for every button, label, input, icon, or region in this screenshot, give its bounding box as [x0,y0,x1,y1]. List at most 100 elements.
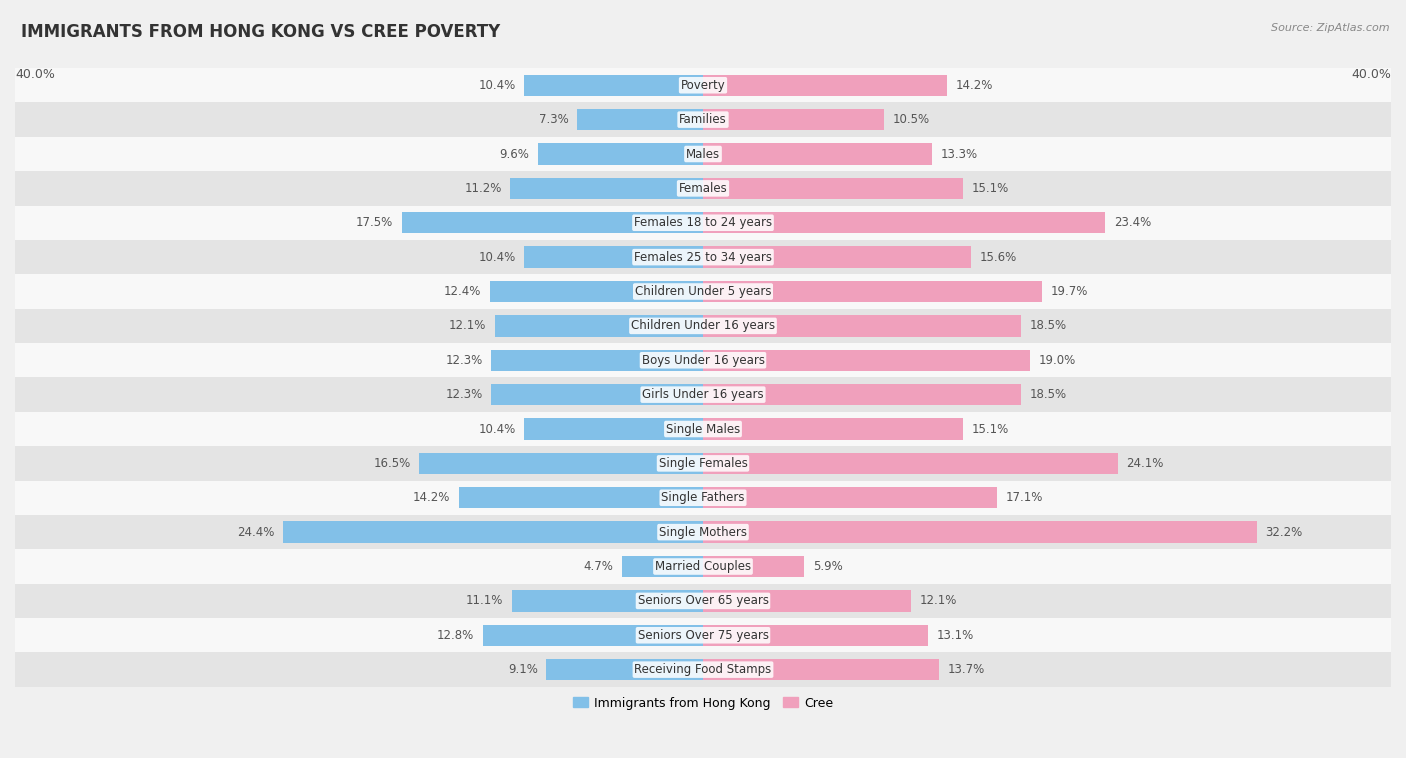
Text: 14.2%: 14.2% [956,79,993,92]
Bar [15,102,1391,136]
Bar [482,625,703,646]
Text: Single Males: Single Males [666,422,740,436]
Bar [15,377,1391,412]
Text: Married Couples: Married Couples [655,560,751,573]
Text: 15.1%: 15.1% [972,422,1008,436]
Text: 32.2%: 32.2% [1265,525,1303,539]
Bar [703,487,997,509]
Text: Single Fathers: Single Fathers [661,491,745,504]
Bar [15,68,1391,102]
Bar [703,109,883,130]
Text: 14.2%: 14.2% [413,491,450,504]
Text: Families: Families [679,113,727,126]
Bar [492,349,703,371]
Bar [703,212,1105,233]
Text: Females 25 to 34 years: Females 25 to 34 years [634,251,772,264]
Bar [15,136,1391,171]
Bar [703,246,972,268]
Bar [15,653,1391,687]
Text: 15.6%: 15.6% [980,251,1017,264]
Text: Single Females: Single Females [658,457,748,470]
Bar [703,315,1021,337]
Text: 11.2%: 11.2% [464,182,502,195]
Text: 10.4%: 10.4% [478,251,516,264]
Legend: Immigrants from Hong Kong, Cree: Immigrants from Hong Kong, Cree [568,691,838,715]
Bar [15,240,1391,274]
Bar [495,315,703,337]
Bar [15,205,1391,240]
Text: Seniors Over 65 years: Seniors Over 65 years [637,594,769,607]
Text: 9.1%: 9.1% [508,663,538,676]
Bar [703,625,928,646]
Bar [402,212,703,233]
Text: Source: ZipAtlas.com: Source: ZipAtlas.com [1271,23,1389,33]
Text: 18.5%: 18.5% [1029,319,1067,332]
Text: Single Mothers: Single Mothers [659,525,747,539]
Text: Receiving Food Stamps: Receiving Food Stamps [634,663,772,676]
Bar [578,109,703,130]
Text: 13.3%: 13.3% [941,148,977,161]
Bar [703,659,939,680]
Bar [703,177,963,199]
Text: 19.7%: 19.7% [1050,285,1088,298]
Bar [15,618,1391,653]
Bar [15,274,1391,309]
Text: 40.0%: 40.0% [1351,68,1391,81]
Bar [284,522,703,543]
Text: 17.5%: 17.5% [356,216,394,229]
Text: IMMIGRANTS FROM HONG KONG VS CREE POVERTY: IMMIGRANTS FROM HONG KONG VS CREE POVERT… [21,23,501,41]
Bar [703,418,963,440]
Text: Males: Males [686,148,720,161]
Text: 16.5%: 16.5% [374,457,411,470]
Text: Poverty: Poverty [681,79,725,92]
Bar [703,556,804,577]
Bar [703,384,1021,406]
Text: 12.4%: 12.4% [444,285,481,298]
Bar [512,590,703,612]
Bar [15,481,1391,515]
Bar [703,453,1118,474]
Text: 12.3%: 12.3% [446,354,482,367]
Bar [458,487,703,509]
Bar [703,74,948,96]
Text: 23.4%: 23.4% [1114,216,1152,229]
Text: 10.4%: 10.4% [478,422,516,436]
Bar [15,515,1391,550]
Bar [524,74,703,96]
Text: 17.1%: 17.1% [1005,491,1043,504]
Text: 4.7%: 4.7% [583,560,613,573]
Text: 11.1%: 11.1% [467,594,503,607]
Bar [419,453,703,474]
Bar [15,446,1391,481]
Text: 18.5%: 18.5% [1029,388,1067,401]
Text: Children Under 5 years: Children Under 5 years [634,285,772,298]
Text: 15.1%: 15.1% [972,182,1008,195]
Bar [703,143,932,164]
Bar [510,177,703,199]
Bar [15,584,1391,618]
Text: 5.9%: 5.9% [813,560,842,573]
Bar [15,550,1391,584]
Bar [703,590,911,612]
Text: Girls Under 16 years: Girls Under 16 years [643,388,763,401]
Bar [703,349,1029,371]
Bar [15,343,1391,377]
Text: 12.1%: 12.1% [920,594,957,607]
Bar [703,281,1042,302]
Bar [15,309,1391,343]
Bar [547,659,703,680]
Text: 13.1%: 13.1% [936,629,974,642]
Text: 12.8%: 12.8% [437,629,474,642]
Text: Children Under 16 years: Children Under 16 years [631,319,775,332]
Bar [524,246,703,268]
Bar [492,384,703,406]
Bar [15,412,1391,446]
Bar [15,171,1391,205]
Text: 7.3%: 7.3% [538,113,569,126]
Text: Females: Females [679,182,727,195]
Bar [538,143,703,164]
Bar [703,522,1257,543]
Text: Seniors Over 75 years: Seniors Over 75 years [637,629,769,642]
Text: 19.0%: 19.0% [1039,354,1076,367]
Text: Females 18 to 24 years: Females 18 to 24 years [634,216,772,229]
